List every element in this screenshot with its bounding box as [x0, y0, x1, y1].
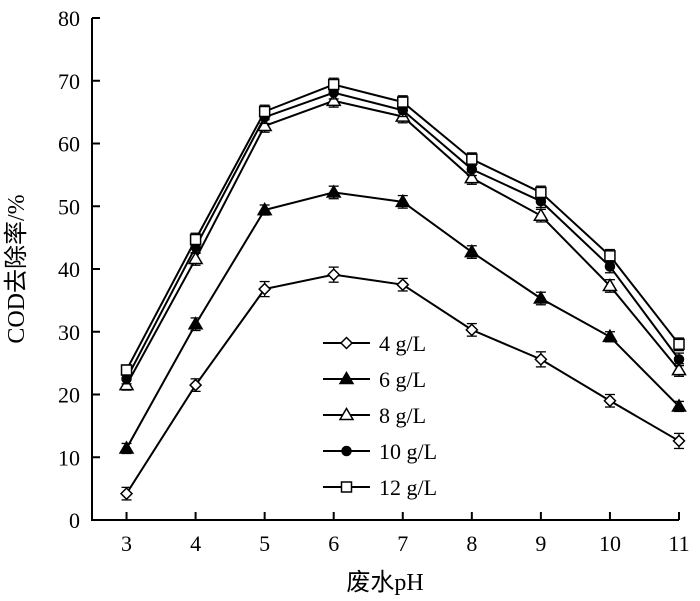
y-tick-label: 10	[58, 445, 80, 470]
series-layer	[118, 77, 687, 501]
data-point	[256, 202, 273, 216]
x-tick-label: 4	[190, 531, 201, 556]
data-point	[120, 364, 133, 376]
y-tick-label: 70	[58, 69, 80, 94]
x-tick-label: 11	[668, 531, 689, 556]
series-5	[120, 77, 685, 376]
legend-label: 12 g/L	[379, 475, 437, 500]
data-point	[604, 250, 616, 262]
x-tick-label: 7	[397, 531, 408, 556]
data-point	[534, 352, 548, 366]
y-tick-label: 50	[58, 194, 80, 219]
legend: 4 g/L 6 g/L 8 g/L 10 g/L 12 g/L	[323, 331, 437, 500]
y-tick-label: 80	[58, 6, 80, 31]
x-axis: 3 4 5 6 7 8 9 10 11	[121, 512, 690, 556]
legend-label: 4 g/L	[379, 331, 426, 356]
data-point	[187, 250, 204, 265]
data-point	[672, 434, 686, 448]
legend-item: 10 g/L	[323, 439, 437, 464]
y-axis: 0 10 20 30 40 50 60 70 80	[58, 6, 100, 533]
legend-marker	[338, 371, 355, 385]
data-point	[119, 487, 134, 501]
data-point	[189, 233, 202, 246]
x-tick-label: 8	[466, 531, 477, 556]
data-point	[258, 282, 272, 296]
x-axis-title: 废水pH	[346, 569, 423, 596]
data-point	[258, 105, 271, 118]
data-point	[604, 261, 616, 272]
data-point	[189, 378, 203, 392]
data-point	[671, 362, 687, 376]
legend-marker	[339, 336, 354, 350]
legend-marker	[338, 407, 355, 421]
x-tick-label: 9	[535, 531, 546, 556]
y-tick-label: 40	[58, 257, 80, 282]
y-tick-label: 30	[58, 320, 80, 345]
data-point	[673, 338, 685, 351]
series-2	[118, 184, 687, 455]
data-point	[464, 244, 480, 258]
data-point	[603, 394, 617, 408]
legend-label: 8 g/L	[379, 403, 426, 428]
legend-item: 12 g/L	[323, 475, 437, 500]
data-point	[187, 316, 204, 330]
x-tick-label: 5	[259, 531, 270, 556]
data-point	[465, 323, 479, 337]
x-tick-label: 10	[599, 531, 621, 556]
axis-lines	[91, 18, 679, 521]
data-point	[533, 207, 549, 221]
legend-marker	[341, 445, 352, 457]
series-1	[119, 266, 686, 501]
legend-label: 10 g/L	[379, 439, 437, 464]
data-point	[397, 96, 409, 108]
data-point	[466, 153, 478, 165]
data-point	[396, 278, 410, 292]
legend-item: 4 g/L	[323, 331, 426, 356]
data-point	[327, 268, 341, 282]
data-point	[533, 290, 549, 304]
data-point	[671, 398, 687, 412]
legend-marker	[340, 481, 353, 493]
y-tick-label: 20	[58, 383, 80, 408]
y-axis-title: COD去除率/%	[3, 194, 30, 343]
data-point	[602, 277, 618, 292]
x-tick-label: 3	[121, 531, 132, 556]
data-point	[394, 193, 411, 208]
y-tick-label: 0	[69, 508, 80, 533]
data-point	[535, 186, 547, 199]
legend-item: 6 g/L	[323, 367, 426, 392]
y-tick-label: 60	[58, 132, 80, 157]
data-point	[464, 170, 480, 184]
legend-item: 8 g/L	[323, 403, 426, 428]
x-tick-label: 6	[328, 531, 339, 556]
data-point	[673, 354, 685, 365]
data-point	[325, 184, 342, 198]
data-point	[118, 440, 135, 454]
legend-label: 6 g/L	[379, 367, 426, 392]
data-point	[325, 92, 342, 107]
data-point	[327, 78, 340, 91]
series-line	[125, 83, 680, 371]
data-point	[602, 328, 618, 343]
